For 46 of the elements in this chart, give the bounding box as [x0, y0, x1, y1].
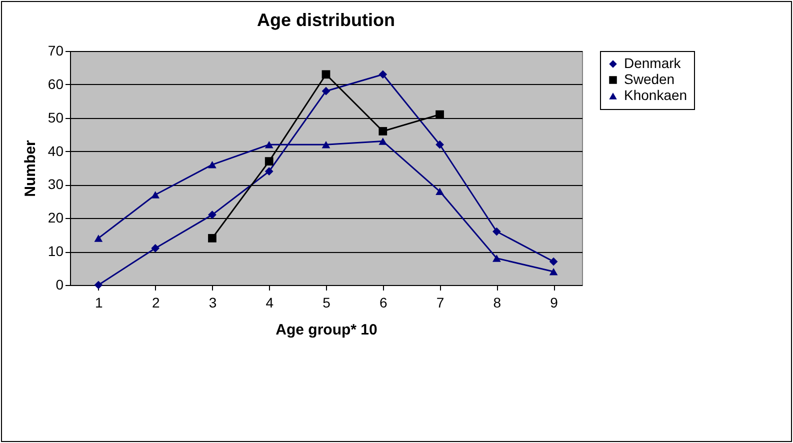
- point: [151, 244, 160, 252]
- point: [264, 167, 274, 176]
- point: [436, 188, 444, 196]
- point: [436, 110, 444, 119]
- chart-title: Age distribution: [257, 10, 395, 30]
- x-tick-label: 1: [95, 294, 104, 310]
- y-tick-label: 10: [48, 243, 64, 260]
- point: [322, 140, 330, 148]
- legend-label: Sweden: [624, 71, 675, 87]
- x-tick-label: 9: [550, 294, 558, 310]
- point: [378, 127, 388, 136]
- y-tick-label: 40: [48, 142, 64, 159]
- point: [94, 234, 103, 242]
- point: [94, 280, 103, 290]
- y-tick-label: 0: [56, 276, 64, 292]
- x-tick-label: 7: [436, 294, 444, 310]
- point: [322, 70, 330, 79]
- y-tick-label: 50: [48, 109, 64, 126]
- y-tick-label: 60: [48, 76, 64, 92]
- legend-label: Khonkaen: [624, 87, 688, 103]
- point: [378, 138, 388, 145]
- point: [208, 234, 216, 242]
- point: [264, 157, 274, 166]
- y-axis-title: Number: [22, 140, 39, 197]
- x-tick-label: 2: [152, 294, 160, 310]
- point: [549, 257, 558, 266]
- point: [436, 140, 444, 149]
- point: [264, 140, 274, 148]
- y-tick-label: 70: [48, 42, 64, 58]
- y-tick-label: 20: [48, 210, 64, 226]
- point: [549, 268, 558, 276]
- x-tick-label: 8: [493, 294, 502, 310]
- point: [492, 254, 501, 262]
- point: [208, 161, 216, 168]
- point: [151, 191, 160, 198]
- x-axis-title: Age group* 10: [276, 322, 378, 338]
- point: [378, 70, 388, 79]
- x-tick-label: 3: [208, 294, 217, 310]
- y-tick-label: 30: [48, 176, 64, 192]
- x-tick-label: 5: [322, 294, 331, 310]
- point: [208, 210, 216, 219]
- x-tick-label: 4: [266, 294, 274, 310]
- legend-label: Denmark: [624, 55, 682, 71]
- x-tick-label: 6: [379, 294, 388, 310]
- point: [492, 227, 501, 236]
- point: [322, 86, 330, 96]
